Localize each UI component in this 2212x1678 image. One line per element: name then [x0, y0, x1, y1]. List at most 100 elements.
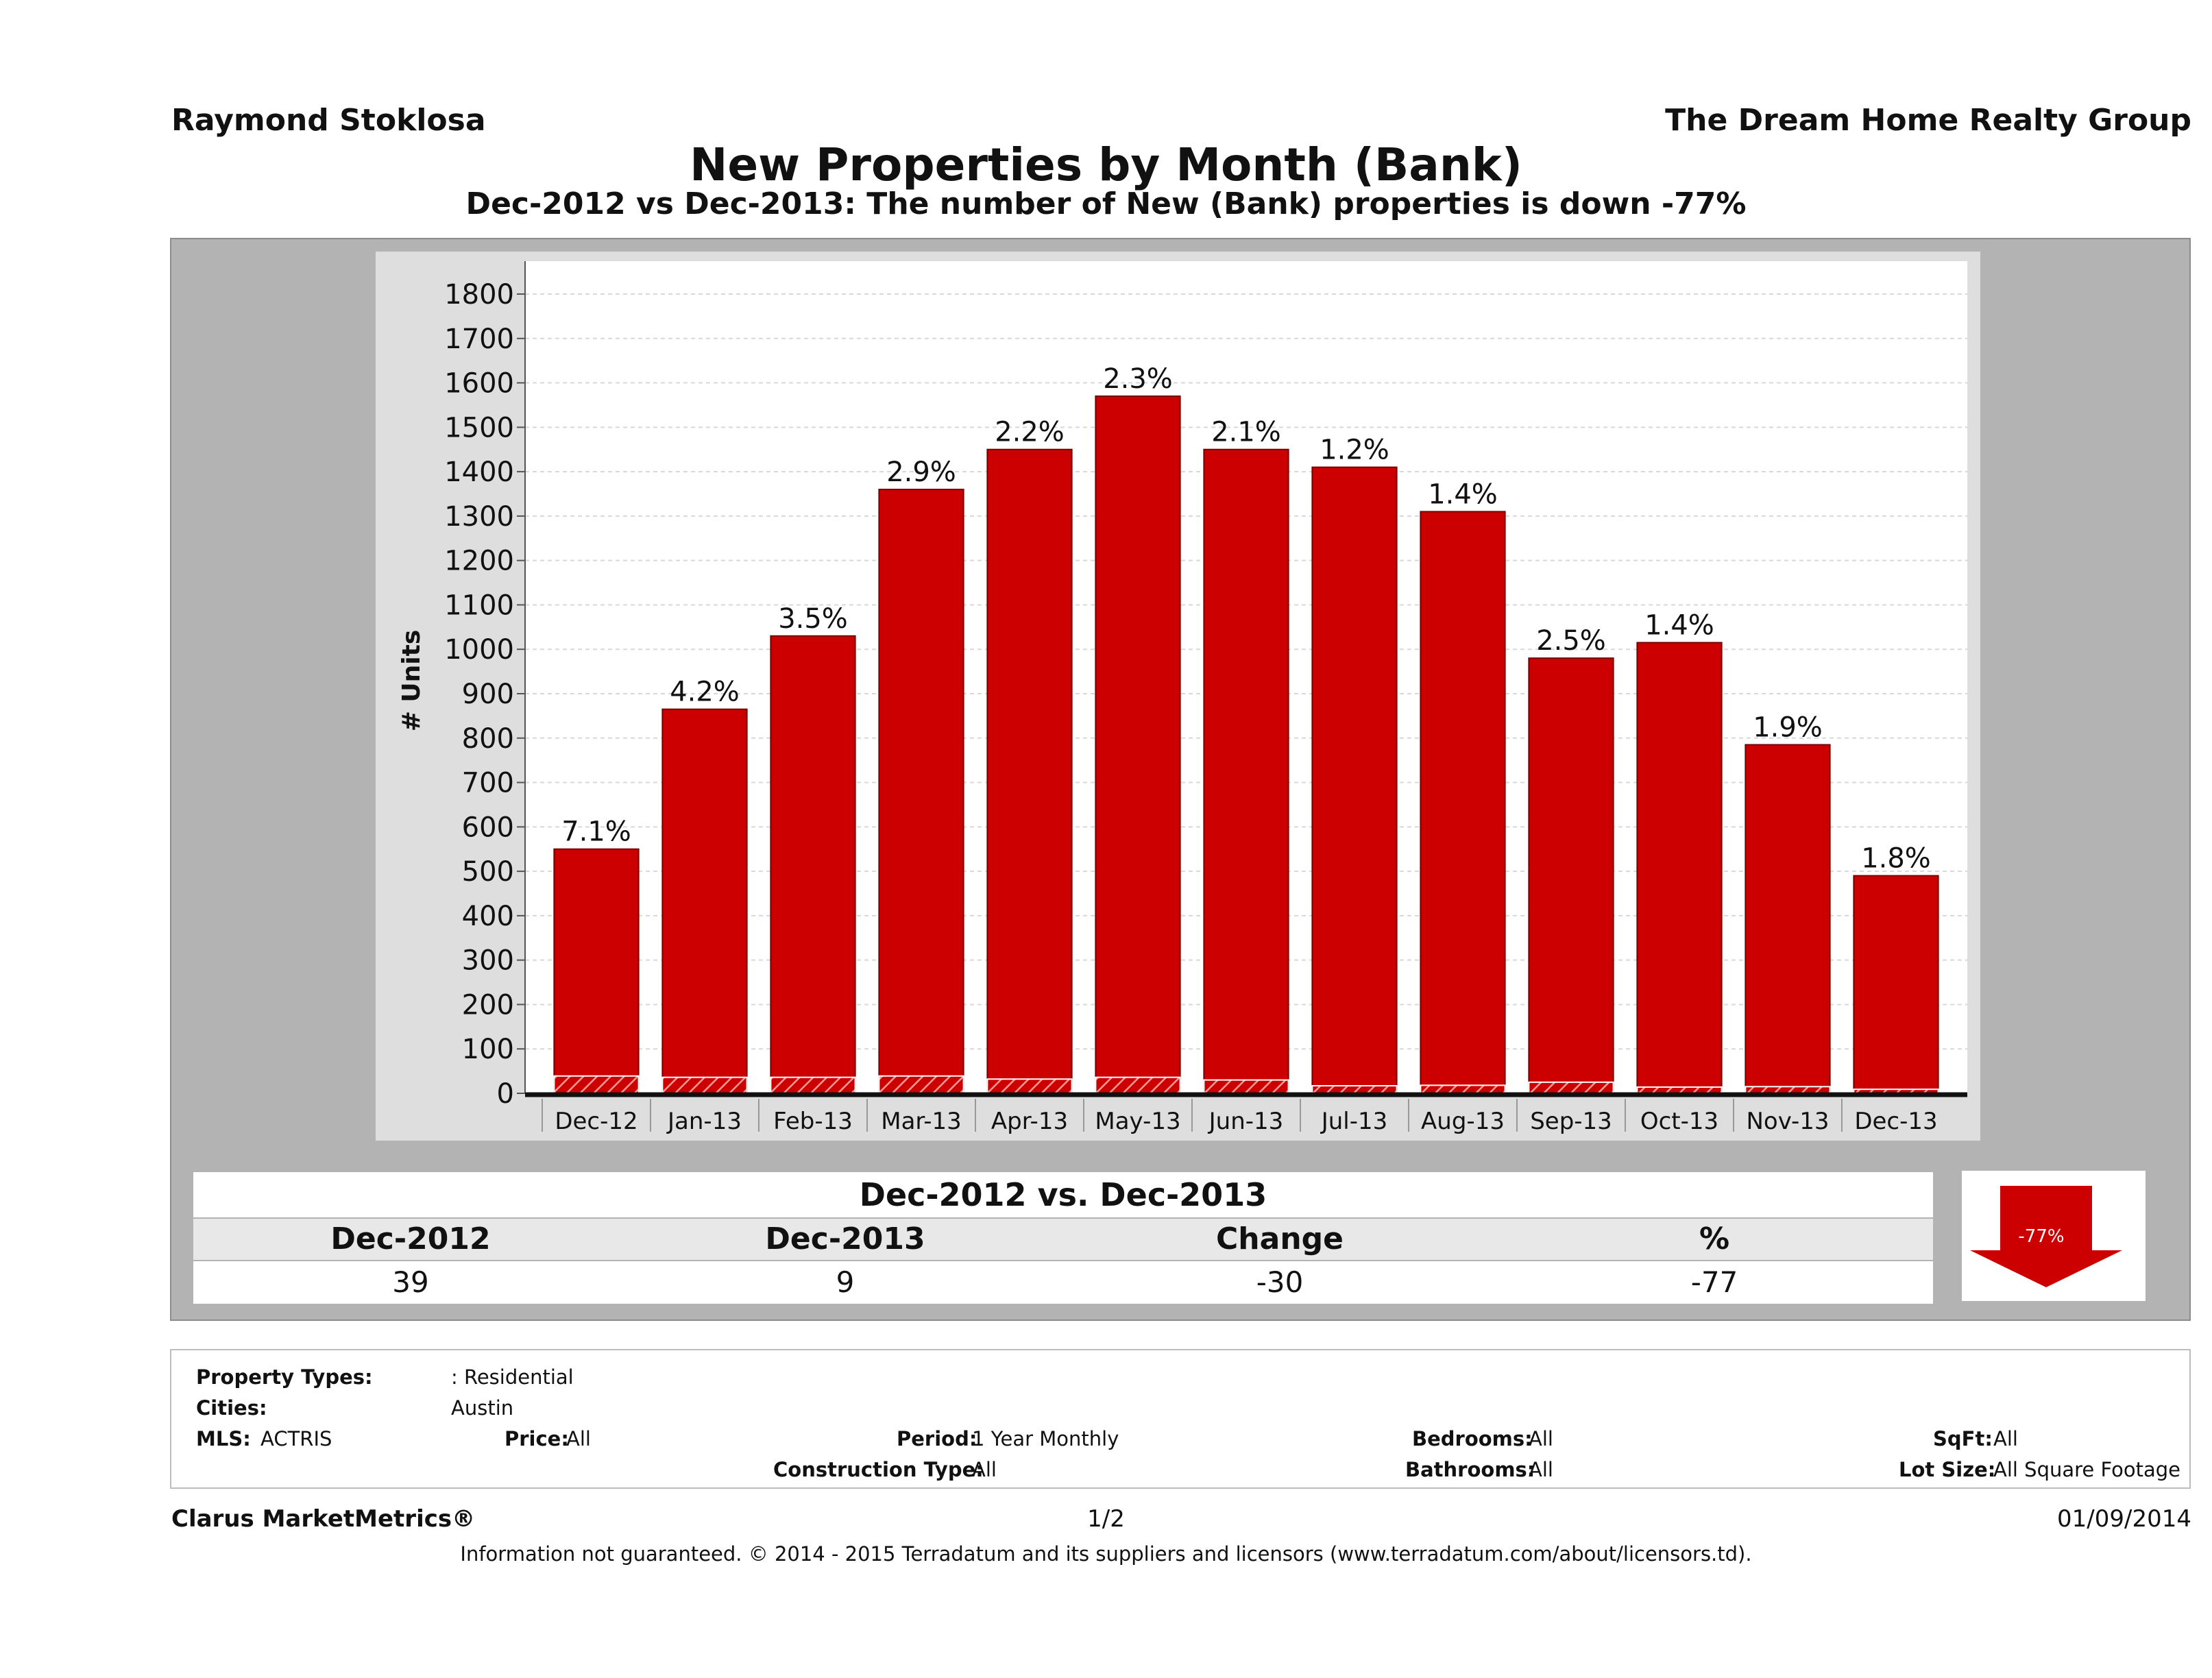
filter-mls-label: MLS:: [196, 1427, 251, 1450]
bar-Apr-13: [986, 448, 1073, 1094]
y-tick-label: 900: [462, 679, 514, 710]
filter-mls-value: ACTRIS: [260, 1427, 332, 1450]
bar-subset-Dec-12: [553, 1075, 640, 1095]
data-label: 1.2%: [1320, 435, 1389, 466]
y-tick-label: 100: [462, 1034, 514, 1065]
x-tick-label: Jun-13: [1208, 1108, 1284, 1135]
bar-Oct-13: [1636, 642, 1723, 1094]
trend-indicator: -77%: [1962, 1171, 2146, 1301]
y-tick-label: 1200: [444, 546, 514, 577]
data-label: 1.9%: [1753, 712, 1823, 743]
y-tick-label: 1500: [444, 412, 514, 443]
y-tick-label: 400: [462, 901, 514, 932]
x-tick-label: Feb-13: [773, 1108, 853, 1135]
x-tick-label: Apr-13: [991, 1108, 1068, 1135]
comparison-value-row: 39 9 -30 -77: [193, 1261, 1933, 1304]
footer-brand: Clarus MarketMetrics®: [171, 1505, 476, 1533]
y-tick-label: 0: [497, 1078, 514, 1110]
comparison-title: Dec-2012 vs. Dec-2013: [193, 1172, 1933, 1217]
x-tick-label: Jul-13: [1320, 1108, 1388, 1135]
filter-lotsize-value: All Square Footage: [1993, 1458, 2181, 1481]
bar-Dec-13: [1853, 875, 1939, 1094]
bar-subset-Sep-13: [1528, 1081, 1614, 1094]
filter-cities-label: Cities:: [196, 1396, 267, 1420]
page-number: 1/2: [1087, 1505, 1125, 1533]
data-label: 3.5%: [778, 603, 848, 635]
header-percent: %: [1699, 1221, 1730, 1256]
filter-price-value: All: [566, 1427, 591, 1450]
value-dec-2012: 39: [392, 1265, 429, 1299]
filter-price-label: Price:: [505, 1427, 569, 1450]
bar-Dec-12: [553, 848, 640, 1094]
x-tick-label: Dec-12: [555, 1108, 637, 1135]
data-label: 2.2%: [995, 417, 1065, 448]
bar-subset-Jun-13: [1203, 1079, 1289, 1094]
filter-property-types-value: : Residential: [451, 1365, 574, 1389]
x-tick-label: Aug-13: [1421, 1108, 1505, 1135]
y-tick-label: 1100: [444, 589, 514, 621]
bar-Nov-13: [1745, 744, 1831, 1094]
filter-construction-label: Construction Type:: [773, 1458, 984, 1481]
filter-period-label: Period:: [897, 1427, 977, 1450]
y-axis-label: # Units: [398, 630, 426, 732]
bar-subset-Mar-13: [878, 1075, 964, 1095]
filter-bathrooms-label: Bathrooms:: [1405, 1458, 1535, 1481]
data-label: 2.5%: [1536, 625, 1606, 657]
header-change: Change: [1216, 1221, 1344, 1256]
company-name: The Dream Home Realty Group: [1665, 103, 2191, 138]
y-tick-label: 700: [462, 768, 514, 799]
value-percent: -77: [1690, 1265, 1738, 1299]
y-tick-label: 1800: [444, 279, 514, 311]
agent-name: Raymond Stoklosa: [171, 103, 486, 138]
bar-Sep-13: [1528, 657, 1614, 1094]
bar-chart: 0 100 200 300 400 500 600 700 800 900 1000 1100 1200…: [398, 261, 1967, 1135]
y-tick-label: 1000: [444, 634, 514, 666]
y-tick-label: 200: [462, 989, 514, 1021]
filter-sqft-label: SqFt:: [1933, 1427, 1993, 1450]
y-tick-label: 1400: [444, 457, 514, 488]
bar-subset-Jan-13: [661, 1076, 748, 1095]
y-tick-label: 1300: [444, 501, 514, 533]
filter-bedrooms-value: All: [1529, 1427, 1553, 1450]
header-dec-2013: Dec-2013: [765, 1221, 925, 1256]
chart-title: New Properties by Month (Bank): [690, 138, 1522, 191]
data-label: 2.3%: [1103, 363, 1173, 395]
data-label: 2.9%: [886, 457, 956, 488]
filter-bedrooms-label: Bedrooms:: [1412, 1427, 1533, 1450]
value-change: -30: [1256, 1265, 1304, 1299]
comparison-header-row: Dec-2012 Dec-2013 Change %: [193, 1219, 1933, 1260]
filters-box: Property Types: : Residential Cities: Au…: [170, 1349, 2191, 1489]
data-label: 2.1%: [1211, 417, 1281, 448]
filter-construction-value: All: [972, 1458, 997, 1481]
y-tick-label: 800: [462, 723, 514, 755]
bar-subset-Aug-13: [1420, 1084, 1506, 1094]
bar-Aug-13: [1420, 511, 1506, 1094]
y-tick-label: 300: [462, 945, 514, 977]
bar-Jul-13: [1311, 466, 1398, 1094]
data-label: 1.4%: [1428, 478, 1498, 510]
bar-Mar-13: [878, 489, 964, 1094]
y-tick-label: 1600: [444, 368, 514, 400]
y-tick-label: 1700: [444, 324, 514, 355]
filter-sqft-value: All: [1993, 1427, 2018, 1450]
y-tick-label: 600: [462, 812, 514, 843]
data-label: 1.8%: [1861, 843, 1931, 875]
x-tick-label: Sep-13: [1530, 1108, 1612, 1135]
bar-May-13: [1095, 395, 1181, 1094]
data-label: 4.2%: [670, 677, 740, 708]
x-tick-label: Nov-13: [1747, 1108, 1830, 1135]
chart-subtitle: Dec-2012 vs Dec-2013: The number of New …: [465, 186, 1747, 221]
y-tick-label: 500: [462, 856, 514, 888]
down-arrow-icon: -77%: [1970, 1186, 2122, 1287]
filter-property-types-label: Property Types:: [196, 1365, 373, 1389]
filter-period-value: 1 Year Monthly: [972, 1427, 1119, 1450]
disclaimer: Information not guaranteed. © 2014 - 201…: [460, 1542, 1752, 1566]
bar-Jan-13: [661, 708, 748, 1094]
filter-bathrooms-value: All: [1529, 1458, 1553, 1481]
header-dec-2012: Dec-2012: [330, 1221, 491, 1256]
x-tick-label: Mar-13: [881, 1108, 962, 1135]
filter-lotsize-label: Lot Size:: [1899, 1458, 1996, 1481]
report-date: 01/09/2014: [2057, 1505, 2191, 1533]
x-tick-label: Jan-13: [666, 1108, 742, 1135]
bar-Feb-13: [770, 635, 856, 1094]
